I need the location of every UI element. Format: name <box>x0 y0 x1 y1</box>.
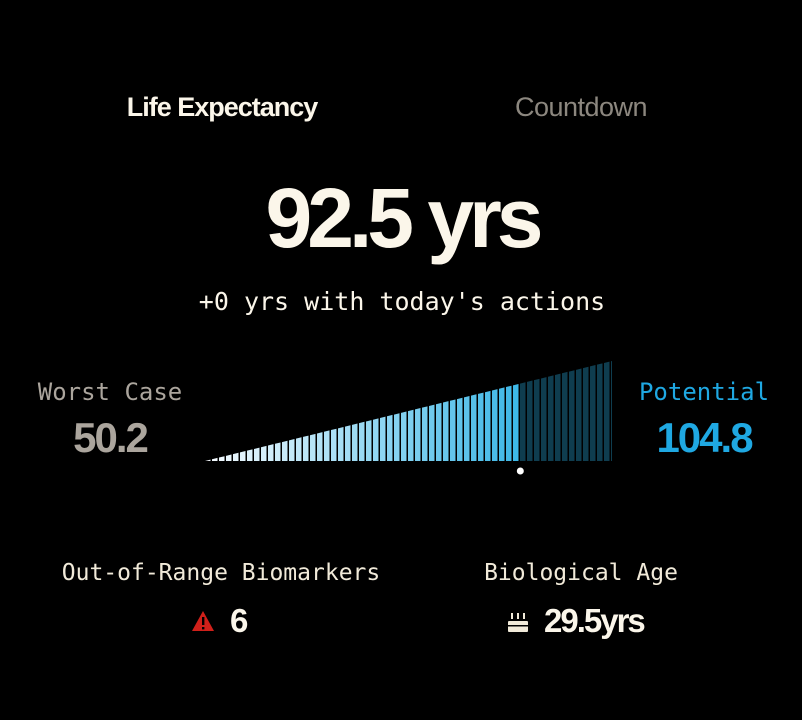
potential-label: Potential <box>638 378 770 406</box>
gauge-stripe <box>527 380 533 461</box>
gauge-stripe <box>590 365 596 461</box>
gauge-stripe <box>233 452 239 461</box>
stat-value: 6 <box>230 602 248 639</box>
gauge-stripe <box>380 416 386 461</box>
candle <box>523 613 525 619</box>
gauge-stripe <box>324 430 330 461</box>
gauge-stripe <box>352 423 358 461</box>
gauge-stripe <box>548 375 554 461</box>
gauge-stripe <box>499 387 505 461</box>
gauge-stripe <box>555 373 561 461</box>
gauge-stripe <box>506 385 512 461</box>
gauge-stripe <box>303 435 309 461</box>
gauge-stripe <box>296 437 302 461</box>
gauge-stripe <box>212 457 218 461</box>
headline-value: 92.5 yrs <box>265 171 544 265</box>
gauge <box>205 361 612 475</box>
gauge-stripe <box>569 370 575 461</box>
cake-icon <box>508 613 528 632</box>
gauge-stripe <box>443 401 449 461</box>
gauge-stripe <box>457 397 463 461</box>
warning-dot <box>202 627 205 630</box>
warning-icon <box>192 611 214 631</box>
gauge-stripe <box>268 444 274 461</box>
gauge-marker <box>516 467 524 475</box>
potential-value: 104.8 <box>656 414 753 461</box>
gauge-stripe <box>478 392 484 461</box>
cake-layer <box>508 625 528 627</box>
gauge-stripe <box>289 439 295 461</box>
gauge-stripe <box>415 408 421 461</box>
gauge-stripe <box>219 456 225 461</box>
gauge-stripe <box>366 420 372 461</box>
gauge-stripe <box>471 394 477 461</box>
tab[interactable]: Countdown <box>514 92 648 122</box>
gauge-stripe <box>394 413 400 461</box>
gauge-stripe <box>583 366 589 461</box>
gauge-stripe <box>436 402 442 461</box>
gauge-stripe <box>331 428 337 461</box>
gauge-stripe <box>387 414 393 461</box>
worst-case-label: Worst Case <box>37 378 183 406</box>
gauge-stripe <box>422 406 428 461</box>
gauge-stripe <box>541 377 547 461</box>
gauge-stripe <box>275 442 281 461</box>
gauge-stripe <box>611 361 612 461</box>
gauge-stripe <box>534 378 540 461</box>
gauge-stripe <box>205 459 211 461</box>
candle <box>511 613 513 619</box>
tab-active[interactable]: Life Expectancy <box>126 92 319 122</box>
gauge-stripe <box>408 409 414 461</box>
worst-case-value: 50.2 <box>73 414 149 461</box>
gauge-stripe <box>345 425 351 461</box>
gauge-stripe <box>513 383 519 461</box>
gauge-stripe <box>226 454 232 461</box>
gauge-stripe <box>450 399 456 461</box>
gauge-stripe <box>464 396 470 461</box>
gauge-stripe <box>492 389 498 461</box>
gauge-stripe <box>282 440 288 461</box>
gauge-stripe <box>240 451 246 461</box>
candle <box>517 613 519 619</box>
gauge-stripe <box>359 421 365 461</box>
gauge-stripe <box>317 432 323 461</box>
gauge-stripe <box>604 361 610 461</box>
gauge-stripe <box>373 418 379 461</box>
stat-label: Biological Age <box>484 560 678 586</box>
gauge-stripe <box>261 445 267 461</box>
stat-label: Out-of-Range Biomarkers <box>61 560 381 586</box>
gauge-stripe <box>247 449 253 461</box>
gauge-stripe <box>338 426 344 461</box>
gauge-stripe <box>485 390 491 461</box>
stat-value: 29.5yrs <box>544 602 646 639</box>
gauge-stripe <box>597 363 603 461</box>
gauge-stripe <box>562 371 568 461</box>
gauge-stripe <box>310 433 316 461</box>
subtitle: +0 yrs with today's actions <box>198 287 606 316</box>
gauge-stripe <box>254 447 260 461</box>
gauge-stripe <box>520 382 526 461</box>
gauge-stripe <box>429 404 435 461</box>
gauge-stripe <box>401 411 407 461</box>
warning-bang <box>202 617 205 625</box>
gauge-stripe <box>576 368 582 461</box>
